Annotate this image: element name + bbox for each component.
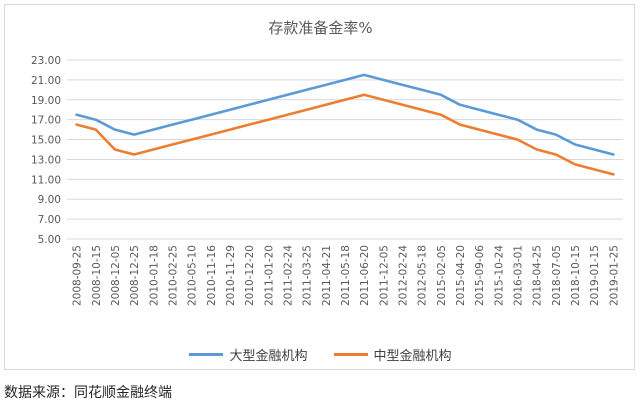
x-tick-label: 2008-09-25	[72, 245, 84, 306]
chart-title: 存款准备金率%	[268, 19, 373, 37]
legend-swatch-medium	[333, 353, 368, 356]
legend-item-medium: 中型金融机构	[333, 345, 452, 364]
x-tick-label: 2011-02-24	[282, 245, 294, 306]
x-tick-label: 2010-12-20	[244, 245, 256, 306]
x-tick-label: 2011-04-21	[321, 245, 333, 306]
y-tick-label: 17.00	[31, 115, 61, 127]
y-tick-label: 23.00	[31, 55, 61, 67]
series-line-0	[75, 73, 615, 156]
legend-swatch-large	[189, 353, 224, 356]
x-tick-label: 2008-12-05	[110, 245, 122, 306]
x-tick-label: 2011-01-20	[263, 245, 275, 306]
x-tick-label: 2016-03-01	[513, 245, 525, 306]
x-tick-label: 2015-02-05	[436, 245, 448, 306]
x-tick-label: 2010-05-10	[187, 245, 199, 306]
y-tick-label: 15.00	[31, 135, 61, 147]
x-tick-label: 2015-10-24	[493, 245, 505, 306]
y-tick-label: 21.00	[31, 75, 61, 87]
x-tick-label: 2018-04-25	[532, 245, 544, 306]
x-tick-label: 2010-11-29	[225, 245, 237, 306]
x-tick-label: 2015-09-06	[474, 245, 486, 306]
chart-frame: 存款准备金率% 5.00 7.00 9.00 11.00 13.00 15.00 17.00…	[4, 4, 635, 370]
x-tick-label: 2011-03-25	[302, 245, 314, 306]
x-tick-label: 2008-12-25	[129, 245, 141, 306]
x-tick-label: 2011-06-20	[359, 245, 371, 306]
x-axis-ticks: 2008-09-25 2008-10-15 2008-12-05 2008-12-25…	[72, 245, 621, 306]
x-tick-label: 2011-05-18	[340, 245, 352, 306]
x-tick-label: 2012-05-18	[417, 245, 429, 306]
series-line-1	[75, 93, 615, 176]
y-tick-label: 13.00	[31, 154, 61, 166]
source-note: 数据来源：同花顺金融终端	[4, 385, 172, 401]
x-tick-label: 2018-10-15	[570, 245, 582, 306]
y-tick-label: 5.00	[38, 234, 61, 246]
y-tick-label: 19.00	[31, 95, 61, 107]
legend-label-medium: 中型金融机构	[373, 349, 452, 364]
x-tick-label: 2010-02-25	[167, 245, 179, 306]
y-tick-label: 7.00	[38, 214, 61, 226]
y-tick-label: 11.00	[31, 174, 61, 186]
x-tick-label: 2019-01-25	[608, 245, 620, 306]
series-lines	[75, 73, 615, 176]
y-axis-ticks: 5.00 7.00 9.00 11.00 13.00 15.00 17.00 19.00 21.…	[31, 55, 61, 246]
x-tick-label: 2015-04-20	[455, 245, 467, 306]
x-tick-label: 2011-12-05	[378, 245, 390, 306]
x-tick-label: 2012-02-24	[398, 245, 410, 306]
x-tick-label: 2018-07-05	[551, 245, 563, 306]
line-chart: 5.00 7.00 9.00 11.00 13.00 15.00 17.00 19.00 21.…	[31, 55, 623, 306]
legend-item-large: 大型金融机构	[189, 345, 308, 364]
y-tick-label: 9.00	[38, 194, 61, 206]
x-tick-label: 2010-11-16	[206, 245, 218, 306]
x-tick-label: 2019-01-15	[589, 245, 601, 306]
legend-label-large: 大型金融机构	[229, 349, 308, 364]
legend: 大型金融机构 中型金融机构	[5, 345, 636, 364]
x-tick-label: 2010-01-18	[148, 245, 160, 306]
x-tick-label: 2008-10-15	[91, 245, 103, 306]
